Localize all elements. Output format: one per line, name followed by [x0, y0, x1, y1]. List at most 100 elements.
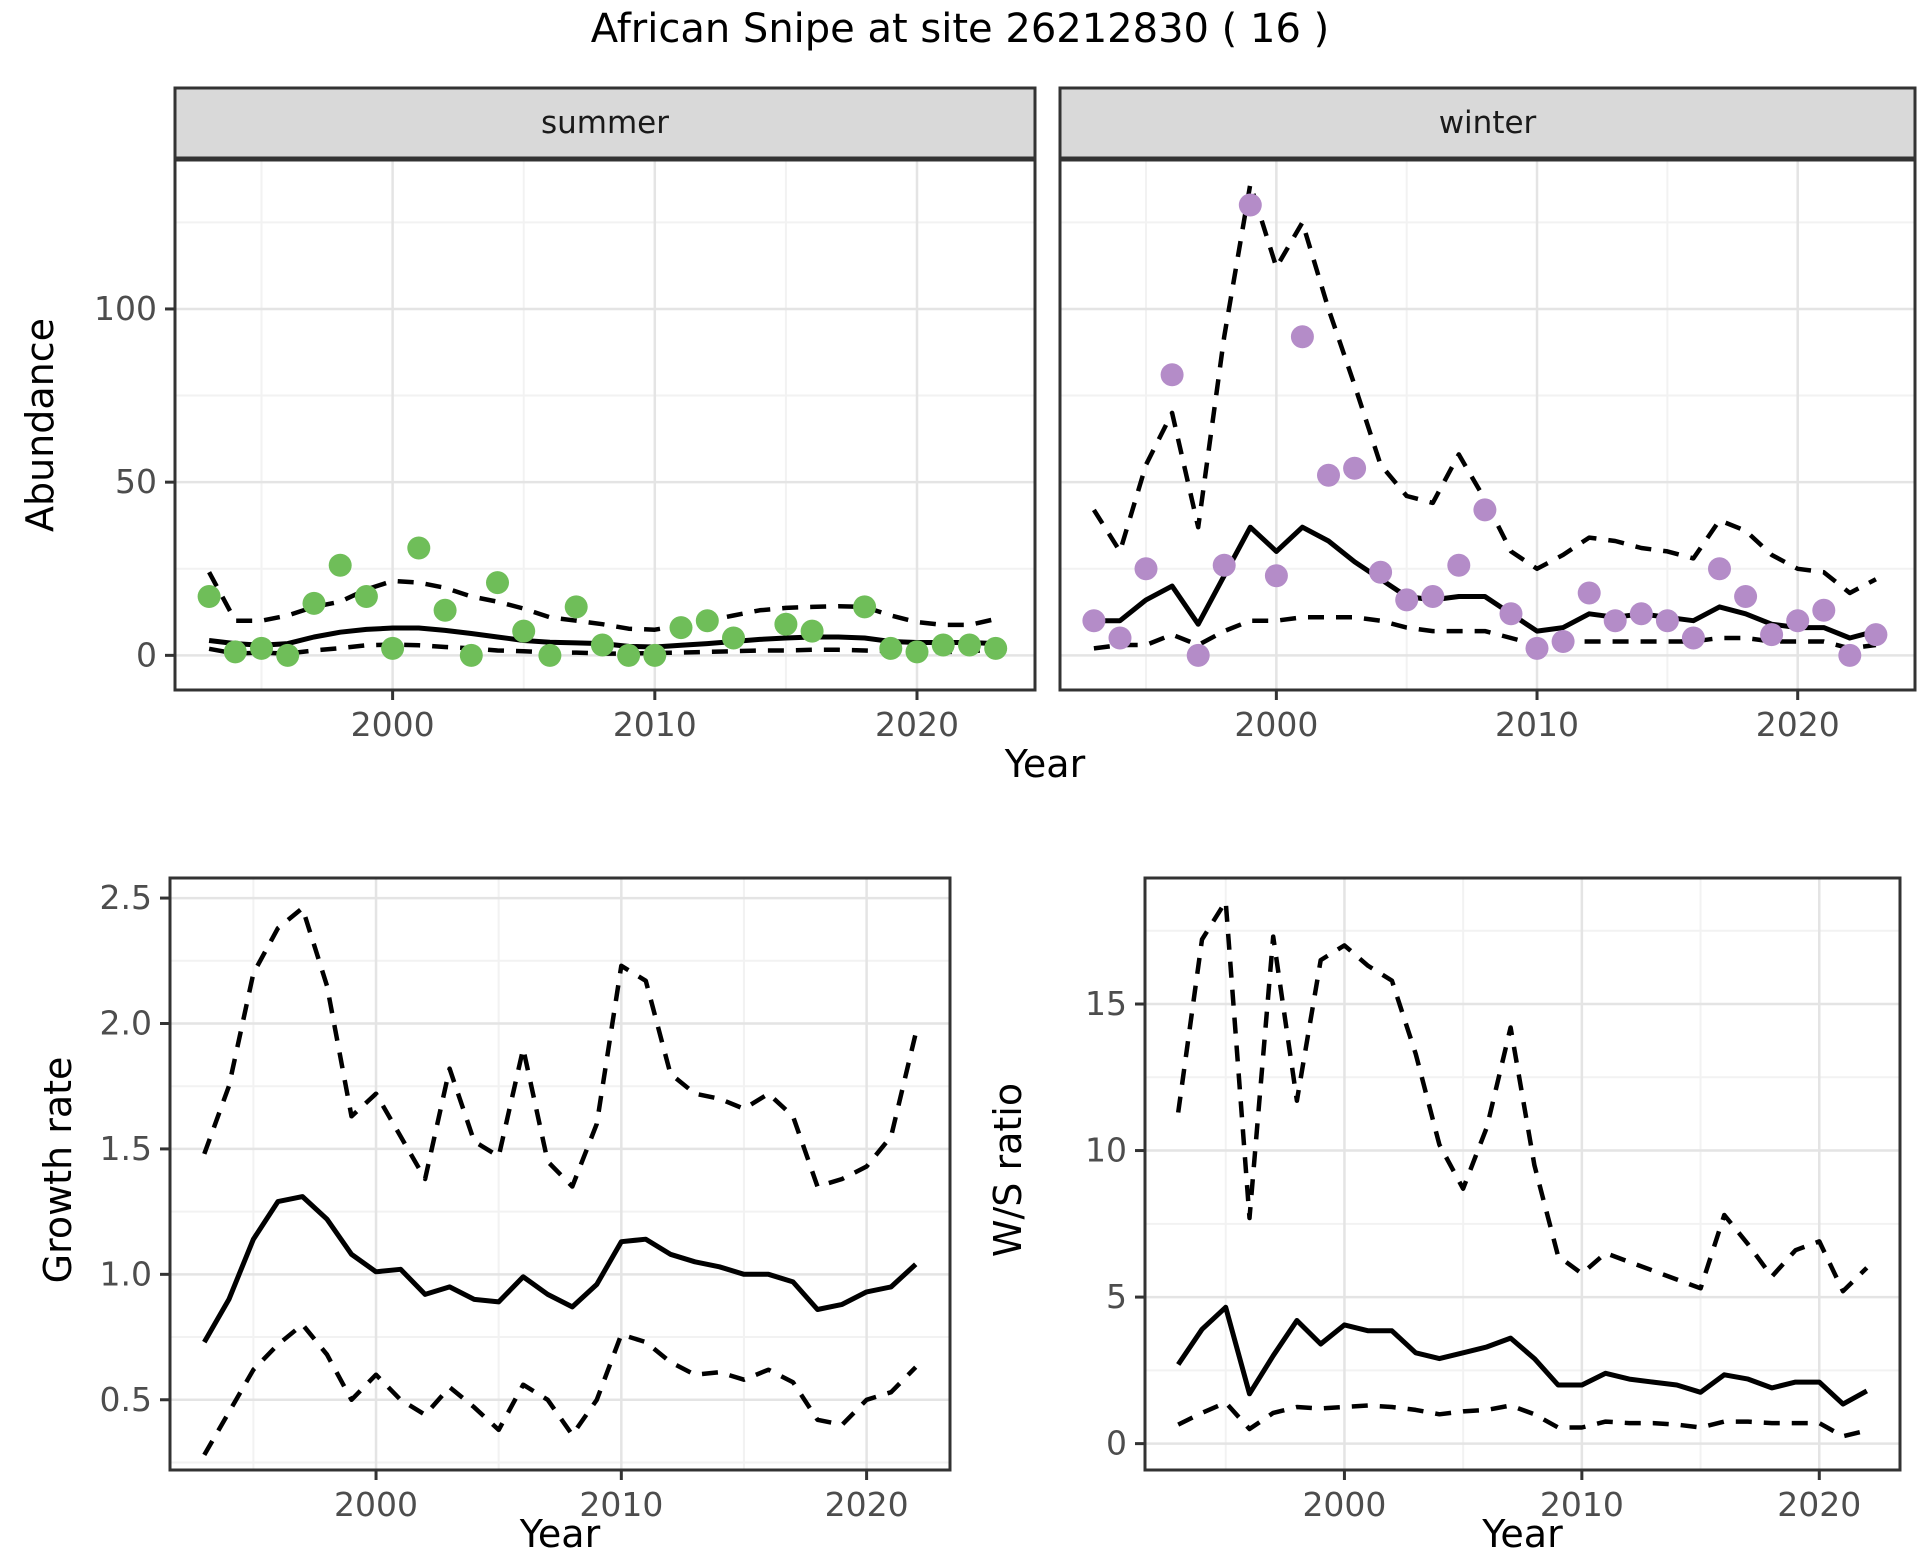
- panel-growth: 2000 2010 2020 0.5 1.0 1.5 2.0 2.5: [100, 876, 952, 1524]
- axis-ticks: 2000 2010 2020 0.5 1.0 1.5 2.0 2.5: [100, 878, 909, 1524]
- series-upper_ci-line: [1091, 181, 1877, 596]
- axis-ticks: 2000 2010 2020 0 5 10 15: [1085, 984, 1861, 1524]
- facet-strip-label-summer: summer: [540, 105, 669, 141]
- data-point: [302, 591, 326, 615]
- panel-border: [1058, 158, 1917, 692]
- data-point: [1290, 325, 1314, 349]
- x-tick-label: 2020: [825, 1485, 909, 1524]
- data-point: [1238, 193, 1262, 217]
- data-point: [1603, 609, 1627, 633]
- data-point: [223, 640, 247, 664]
- data-point: [276, 643, 300, 667]
- y-tick-label: 5: [1106, 1277, 1127, 1316]
- data-point: [1786, 609, 1810, 633]
- gridlines-minor: [175, 160, 1035, 690]
- series-fit-line: [1176, 1304, 1869, 1407]
- data-point: [853, 595, 877, 619]
- data-point: [669, 616, 693, 640]
- data-point: [1655, 609, 1679, 633]
- y-tick-label: 2.0: [100, 1003, 152, 1042]
- gridlines-minor: [1145, 878, 1900, 1470]
- data-point: [1186, 643, 1210, 667]
- series-observed-points: [1082, 193, 1888, 667]
- x-tick-label: 2010: [579, 1485, 663, 1524]
- data-point: [931, 633, 955, 657]
- series-lower_ci-line: [1093, 615, 1877, 651]
- data-point: [1421, 585, 1445, 608]
- panel-border: [168, 876, 952, 1472]
- data-point: [905, 640, 929, 664]
- gridlines-major: [1145, 878, 1900, 1470]
- y-tick-label: 1.5: [100, 1129, 152, 1168]
- x-tick-label: 2000: [334, 1485, 418, 1524]
- y-tick-label: 0: [136, 635, 157, 674]
- data-point: [1499, 602, 1523, 626]
- series-upper_ci-line: [1175, 899, 1869, 1294]
- data-point: [590, 633, 614, 657]
- data-point: [1734, 585, 1758, 608]
- data-point: [433, 598, 457, 622]
- data-point: [250, 636, 273, 660]
- data-point: [1681, 626, 1705, 650]
- data-point: [800, 619, 824, 643]
- panel-abundance_summer: 2000 2010 2020 0 50 100: [94, 86, 1037, 744]
- data-point: [1551, 630, 1575, 653]
- data-point: [1264, 564, 1288, 588]
- y-tick-label: 0.5: [100, 1380, 152, 1419]
- data-point: [774, 612, 798, 636]
- data-point: [1395, 588, 1419, 612]
- axis-ticks: 2000 2010 2020: [1234, 690, 1840, 744]
- data-point: [879, 636, 903, 660]
- x-tick-label: 2010: [1495, 705, 1579, 744]
- data-point: [1812, 598, 1836, 622]
- panel-ws: 2000 2010 2020 0 5 10 15: [1085, 876, 1902, 1524]
- gridlines-major: [1060, 160, 1915, 690]
- data-point: [197, 585, 221, 608]
- data-point: [1212, 553, 1236, 577]
- series-lower_ci-line: [202, 1322, 918, 1457]
- facet-strip-winter: [1058, 86, 1917, 160]
- panel-abundance_winter: 2000 2010 2020: [1058, 86, 1917, 744]
- x-axis-title-year-top: Year: [1004, 742, 1086, 786]
- y-tick-label: 15: [1085, 984, 1127, 1023]
- data-point: [617, 643, 641, 667]
- data-point: [1082, 609, 1106, 633]
- data-point: [538, 643, 562, 667]
- data-point: [1838, 643, 1862, 667]
- data-point: [695, 609, 719, 633]
- data-point: [1447, 553, 1471, 577]
- data-point: [958, 633, 981, 657]
- x-tick-label: 2000: [351, 705, 435, 744]
- y-tick-label: 1.0: [100, 1254, 152, 1293]
- series-lower_ci-line: [1177, 1400, 1868, 1439]
- data-point: [1343, 456, 1367, 480]
- y-tick-label: 2.5: [100, 878, 152, 917]
- data-point: [381, 636, 405, 660]
- data-point: [564, 595, 588, 619]
- axis-ticks: 2000 2010 2020 0 50 100: [94, 289, 959, 744]
- panel-border: [173, 158, 1037, 692]
- data-point: [328, 553, 352, 577]
- data-point: [1473, 498, 1497, 522]
- data-point: [354, 585, 378, 608]
- y-tick-label: 50: [115, 462, 157, 501]
- facet-strip-summer: [173, 86, 1037, 160]
- series-upper_ci-line: [207, 571, 997, 632]
- series-observed-points: [197, 536, 1008, 667]
- data-point: [1369, 560, 1393, 584]
- data-point: [407, 536, 431, 560]
- panel-border: [1143, 876, 1902, 1472]
- x-tick-label: 2020: [1777, 1485, 1861, 1524]
- y-tick-label: 10: [1085, 1131, 1127, 1170]
- x-tick-label: 2020: [1756, 705, 1840, 744]
- x-axis-title-year-ws: Year: [1482, 1512, 1563, 1556]
- panel-background: [1060, 160, 1915, 690]
- y-axis-title-ws-ratio: W/S ratio: [986, 1082, 1030, 1258]
- facet-strip-label-winter: winter: [1438, 105, 1537, 141]
- x-axis-title-year-growth: Year: [519, 1512, 601, 1556]
- data-point: [722, 626, 745, 650]
- gridlines-major: [170, 878, 950, 1470]
- data-point: [486, 571, 509, 595]
- gridlines-minor: [170, 878, 950, 1470]
